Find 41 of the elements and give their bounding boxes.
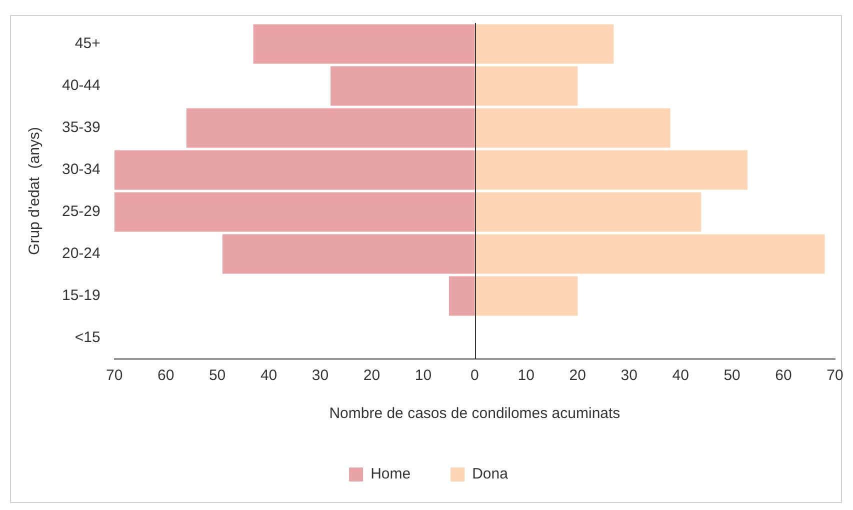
y-tick-label: 15-19: [62, 287, 100, 304]
bar: [253, 24, 475, 64]
x-tick-label: 60: [775, 367, 792, 384]
bar: [448, 276, 475, 316]
bar: [114, 192, 475, 232]
bar: [474, 192, 702, 232]
x-tick-label: 30: [620, 367, 638, 384]
bar: [474, 24, 614, 64]
bar: [474, 276, 578, 316]
x-tick-label: 0: [470, 367, 479, 384]
x-tick-label: 30: [312, 367, 329, 384]
x-tick-label: 40: [672, 367, 689, 384]
x-tick-label: 10: [518, 367, 534, 384]
y-tick-label: 25-29: [62, 203, 100, 220]
bar: [474, 108, 670, 148]
y-tick-label: 40-44: [62, 77, 100, 94]
y-tick-label: 30-34: [62, 161, 100, 178]
x-tick-label: 70: [826, 367, 844, 384]
x-tick-label: 10: [414, 367, 432, 384]
bar: [474, 150, 748, 190]
x-tick-label: 50: [724, 367, 740, 384]
x-tick-label: 70: [106, 367, 123, 384]
x-tick-label: 40: [260, 367, 278, 384]
y-tick-label: <15: [74, 329, 100, 346]
y-axis-title: Grup d'edat (anys): [26, 127, 44, 255]
x-tick-label: 50: [208, 367, 226, 384]
y-tick-label: 20-24: [62, 245, 100, 262]
legend-label: Dona: [472, 466, 509, 483]
bar: [474, 234, 825, 274]
y-tick-label: 45+: [74, 35, 101, 52]
x-tick-label: 20: [363, 367, 380, 384]
bar: [474, 66, 578, 106]
bar: [222, 234, 475, 274]
x-tick-label: 60: [157, 367, 174, 384]
bar: [186, 108, 475, 148]
x-tick-label: 20: [569, 367, 586, 384]
bar: [330, 66, 475, 106]
y-tick-label: 35-39: [62, 119, 100, 136]
x-axis-title: Nombre de casos de condilomes acuminats: [329, 405, 620, 422]
legend-label: Home: [370, 466, 411, 483]
bar: [114, 150, 475, 190]
